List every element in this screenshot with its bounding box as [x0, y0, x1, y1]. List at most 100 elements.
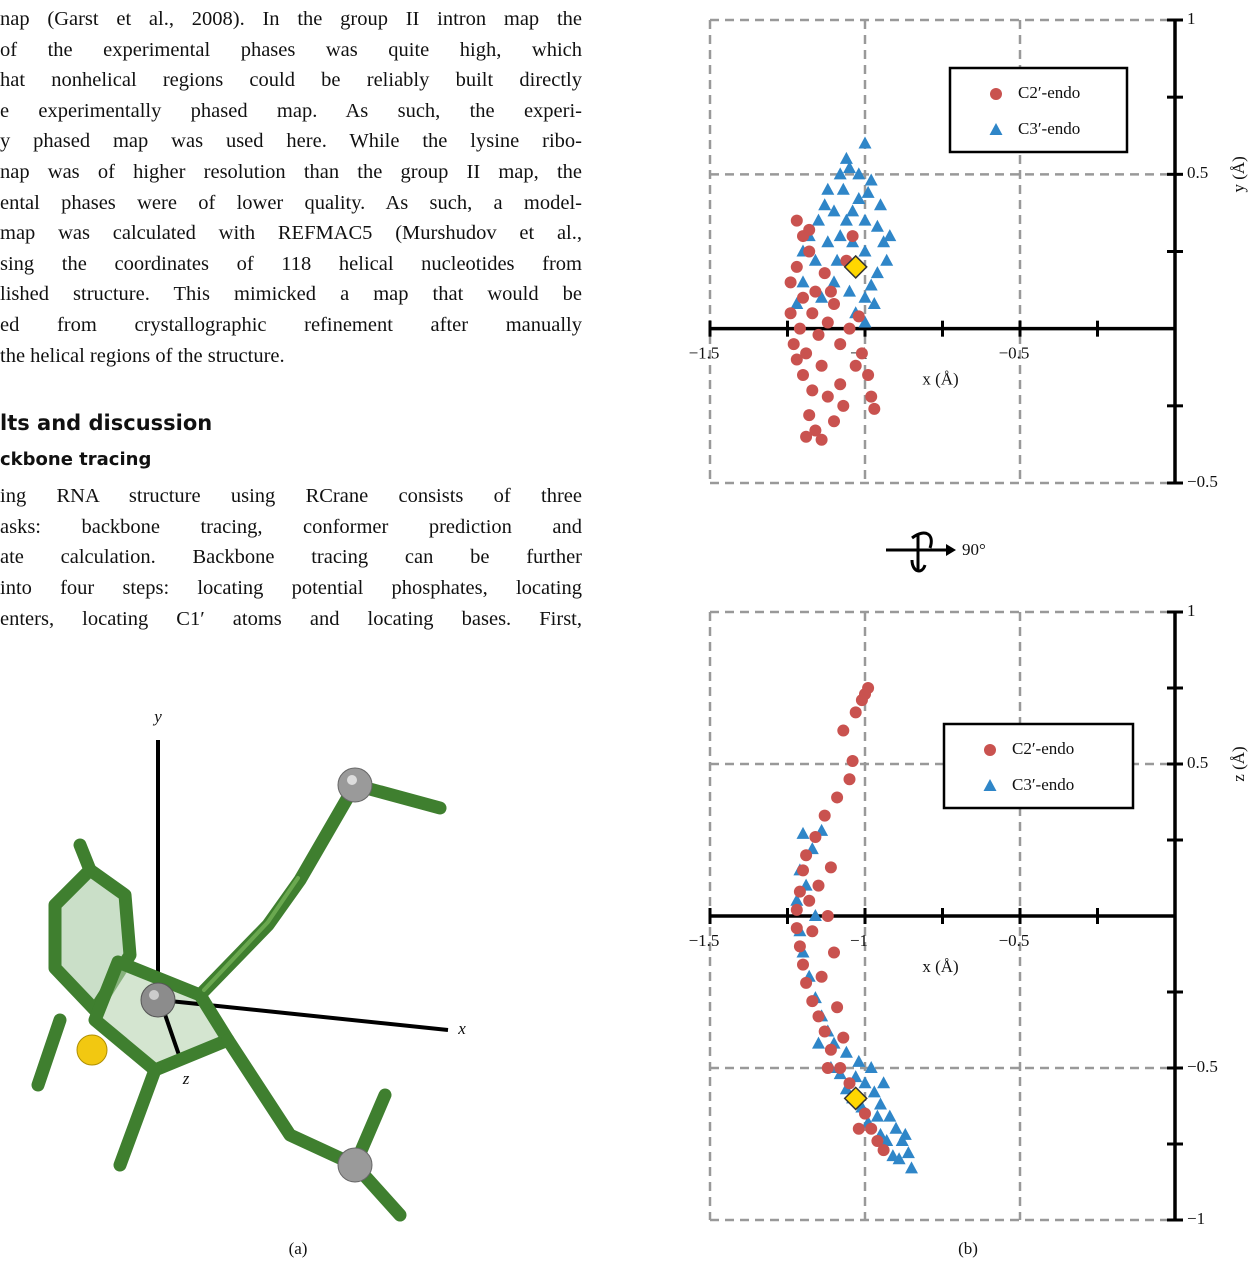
point	[803, 409, 815, 421]
point	[819, 1026, 831, 1038]
point	[797, 959, 809, 971]
arrow-head	[946, 544, 956, 556]
x-tick-label: −1.5	[689, 931, 720, 950]
point	[865, 278, 878, 290]
point	[785, 276, 797, 288]
x-tick-label: −0.5	[999, 344, 1030, 363]
point	[837, 725, 849, 737]
point	[865, 1123, 877, 1135]
y-tick-label: 0.5	[1187, 163, 1208, 182]
point	[899, 1128, 912, 1140]
point	[859, 245, 872, 257]
point	[871, 220, 884, 232]
point	[803, 224, 815, 236]
point	[847, 755, 859, 767]
point	[803, 895, 815, 907]
backbone	[200, 785, 440, 995]
point	[806, 995, 818, 1007]
legend-label: C3′-endo	[1012, 775, 1074, 794]
point	[859, 291, 872, 303]
point	[806, 384, 818, 396]
point	[800, 849, 812, 861]
x-axis-title: x (Å)	[922, 370, 958, 389]
x-tick-label: −0.5	[999, 931, 1030, 950]
legend-label: C2′-endo	[1012, 739, 1074, 758]
point	[825, 1044, 837, 1056]
point	[834, 338, 846, 350]
point	[871, 266, 884, 278]
point	[890, 1122, 903, 1134]
point	[803, 246, 815, 258]
bond	[38, 1020, 60, 1085]
point	[816, 434, 828, 446]
point	[859, 1076, 872, 1088]
point	[797, 292, 809, 304]
point	[844, 773, 856, 785]
point	[862, 369, 874, 381]
point	[850, 360, 862, 372]
point	[852, 192, 865, 204]
point	[852, 1055, 865, 1067]
rotation-symbol: 90°	[886, 533, 986, 571]
point	[797, 827, 810, 839]
point	[806, 925, 818, 937]
legend-label: C3′-endo	[1018, 119, 1080, 138]
legend-label: C2′-endo	[1018, 83, 1080, 102]
axis-label: x	[457, 1019, 466, 1038]
point	[856, 347, 868, 359]
panel-caption: (b)	[958, 1239, 978, 1258]
point	[800, 431, 812, 443]
axis-label: y	[152, 707, 162, 726]
point	[859, 1108, 871, 1120]
atom-shine	[149, 990, 159, 1000]
point	[822, 316, 834, 328]
point	[902, 1146, 915, 1158]
point	[853, 310, 865, 322]
point	[859, 214, 872, 226]
y-tick-label: 1	[1187, 9, 1196, 28]
x-tick-label: −1	[850, 931, 868, 950]
point	[853, 1123, 865, 1135]
legend-marker	[990, 88, 1002, 100]
point	[791, 922, 803, 934]
point	[813, 329, 825, 341]
point	[788, 338, 800, 350]
point	[813, 1010, 825, 1022]
point	[834, 1062, 846, 1074]
point	[825, 861, 837, 873]
point	[846, 204, 859, 216]
point	[880, 254, 893, 266]
point	[905, 1161, 918, 1173]
point	[794, 886, 806, 898]
point	[844, 323, 856, 335]
point	[868, 403, 880, 415]
point	[812, 214, 825, 226]
point	[816, 360, 828, 372]
point	[821, 235, 834, 247]
page: nap (Garst et al., 2008). In the group I…	[0, 0, 1250, 1265]
bond	[80, 845, 90, 870]
point	[883, 1110, 896, 1122]
point	[837, 400, 849, 412]
point	[797, 369, 809, 381]
y-axis-title: z (Å)	[1229, 746, 1248, 781]
panel-caption: (a)	[289, 1239, 308, 1258]
point	[862, 186, 875, 198]
point	[837, 183, 850, 195]
point	[828, 415, 840, 427]
point	[812, 1037, 825, 1049]
point	[821, 183, 834, 195]
x-axis-title: x (Å)	[922, 957, 958, 976]
point	[791, 354, 803, 366]
point	[797, 864, 809, 876]
point	[859, 136, 872, 148]
point	[791, 215, 803, 227]
atom	[141, 983, 175, 1017]
atom	[338, 1148, 372, 1182]
point	[828, 946, 840, 958]
point	[816, 971, 828, 983]
point	[822, 391, 834, 403]
point	[809, 831, 821, 843]
molecule-figure: y x z (a)	[38, 707, 466, 1258]
point	[840, 1046, 853, 1058]
